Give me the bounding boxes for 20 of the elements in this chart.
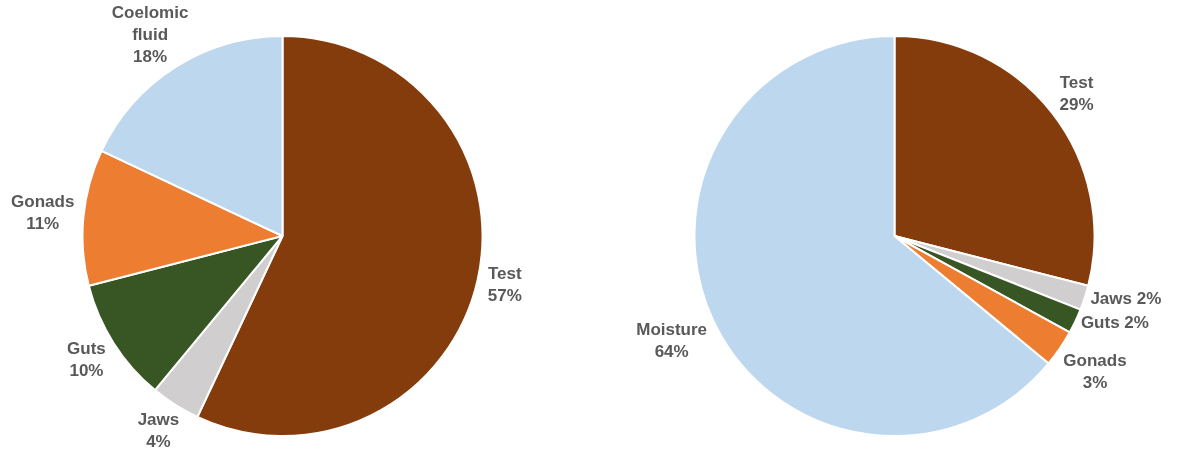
data-label: 2% xyxy=(1124,313,1149,333)
slice-label: Jaws xyxy=(1090,289,1137,309)
slice-label: Moisture xyxy=(636,319,708,339)
slice-label: Gonads xyxy=(11,192,75,212)
slice-label: Guts xyxy=(67,339,106,359)
slice-label: Gonads xyxy=(1063,350,1127,370)
data-label: 3% xyxy=(1082,372,1108,392)
data-label: 10% xyxy=(69,361,104,381)
data-label: 18% xyxy=(133,46,168,66)
slice-label: Jaws xyxy=(137,410,180,430)
slice-label: Test xyxy=(487,264,522,284)
data-label: 64% xyxy=(654,341,689,361)
data-label: 29% xyxy=(1059,95,1094,115)
data-label: 2% xyxy=(1136,289,1162,309)
slice-label: Test xyxy=(1059,73,1094,93)
slice-label: Coelomic fluid xyxy=(111,2,189,44)
slice-label: Guts xyxy=(1080,313,1125,333)
data-label: 11% xyxy=(26,214,60,234)
data-label: 57% xyxy=(487,286,522,306)
data-label: 4% xyxy=(146,432,171,452)
